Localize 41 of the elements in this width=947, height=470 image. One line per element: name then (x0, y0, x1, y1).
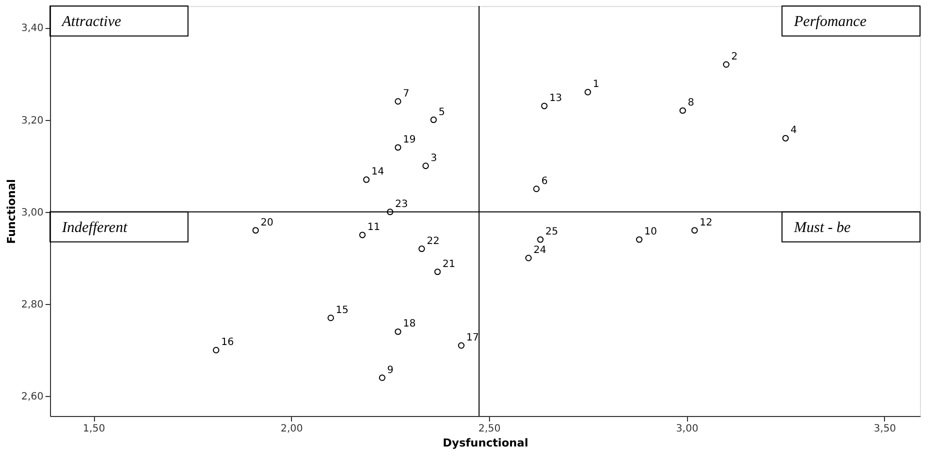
annotation: 8 (688, 98, 694, 109)
annotation: 19 (403, 134, 416, 146)
annotation: 4 (790, 125, 797, 136)
annotation: 2 (731, 52, 738, 63)
annotation: 18 (403, 318, 416, 330)
y-axis-title: Functional (5, 179, 18, 244)
annotation: 22 (426, 236, 440, 247)
y-tick-label: 2,60 (21, 392, 44, 403)
x-axis-title: Dysfunctional (442, 436, 528, 450)
annotation: 5 (438, 106, 445, 118)
annotation: 16 (221, 337, 234, 348)
annotation: 20 (260, 217, 274, 228)
x-tick-label: 1,50 (82, 424, 106, 434)
annotation: 25 (545, 226, 558, 238)
annotation: Perfomance (793, 14, 867, 30)
annotation: 17 (466, 332, 480, 344)
annotation: Must - be (793, 220, 851, 236)
annotation: 7 (403, 88, 410, 100)
annotation: Attractive (61, 14, 122, 30)
annotation: 24 (534, 244, 546, 256)
annotation: Indefferent (61, 220, 128, 236)
annotation: 6 (541, 176, 548, 187)
annotation: 15 (336, 304, 349, 316)
y-tick-label: 3,40 (21, 23, 44, 34)
y-tick-label: 3,20 (21, 115, 44, 126)
annotation: 9 (387, 364, 394, 376)
annotation: 3 (430, 152, 438, 164)
annotation: 13 (549, 92, 562, 104)
annotation: 11 (367, 222, 380, 233)
x-tick-label: 3,00 (676, 424, 698, 434)
annotation: 21 (442, 258, 456, 270)
annotation: 23 (395, 198, 408, 210)
y-tick-label: 3,00 (21, 207, 44, 218)
x-tick-label: 2,00 (280, 424, 303, 434)
annotation: 10 (644, 226, 657, 238)
x-tick-label: 3,50 (874, 424, 896, 434)
y-tick-label: 2,80 (21, 300, 44, 311)
annotation: 1 (592, 79, 600, 90)
annotation: 14 (371, 166, 384, 178)
annotation: 12 (700, 217, 712, 228)
x-tick-label: 2,50 (478, 424, 501, 434)
